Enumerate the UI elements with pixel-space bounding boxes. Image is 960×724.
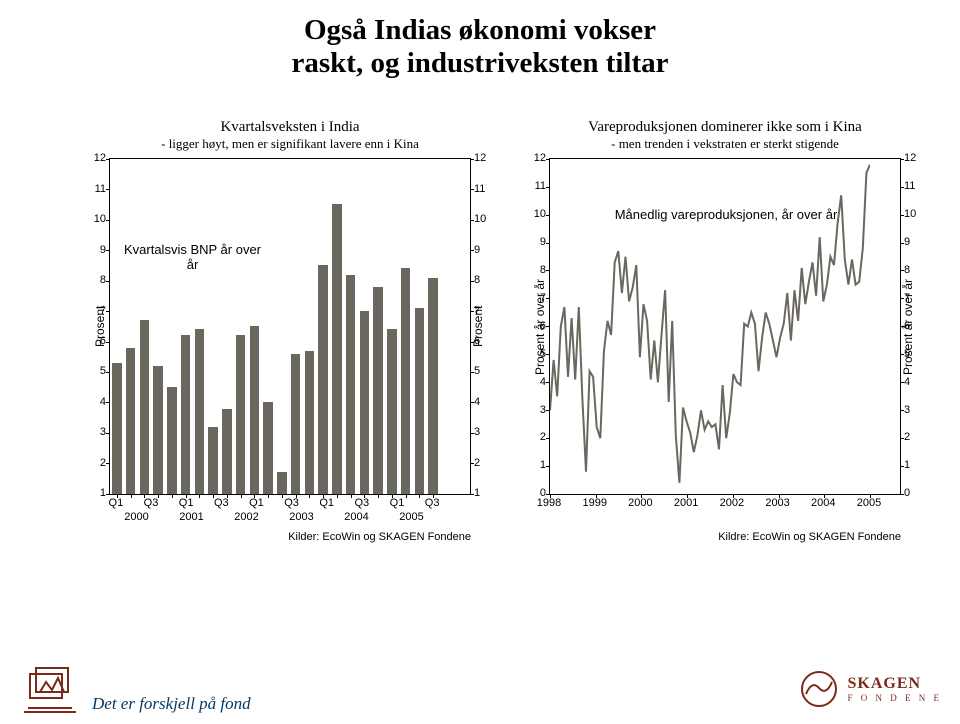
bar xyxy=(332,204,341,493)
ytick-mark xyxy=(106,402,110,403)
chart-right-title-main: Vareproduksjonen dominerer ikke som i Ki… xyxy=(588,119,862,135)
ytick-mark xyxy=(106,159,110,160)
line-series xyxy=(550,159,870,494)
xtick-year: 2002 xyxy=(720,497,744,509)
xtick-quarter: Q1 xyxy=(319,497,334,509)
logo-mark-icon xyxy=(800,670,838,708)
chart-right-title-sub: - men trenden i vekstraten er sterkt sti… xyxy=(533,136,917,152)
chart-left-title: Kvartalsveksten i India - ligger høyt, m… xyxy=(93,117,487,152)
bar xyxy=(373,287,382,494)
xtick-year: 2002 xyxy=(234,511,258,523)
ytick-mark xyxy=(106,220,110,221)
bar xyxy=(401,268,410,493)
bar xyxy=(250,326,259,494)
chart-left-source: Kilder: EcoWin og SKAGEN Fondene xyxy=(93,531,487,543)
xtick-year: 2001 xyxy=(179,511,203,523)
bar xyxy=(181,335,190,493)
bar xyxy=(387,329,396,493)
ytick-mark xyxy=(106,463,110,464)
title-line2: raskt, og industriveksten tiltar xyxy=(292,47,669,79)
main-title: Også Indias økonomi vokser raskt, og ind… xyxy=(0,14,960,81)
xtick-year: 2004 xyxy=(811,497,835,509)
chart-right-title: Vareproduksjonen dominerer ikke som i Ki… xyxy=(533,117,917,152)
footer-logo: SKAGEN F O N D E N E xyxy=(800,670,943,708)
bar xyxy=(167,387,176,494)
chart-left: Kvartalsveksten i India - ligger høyt, m… xyxy=(93,117,487,543)
xtick-year: 2005 xyxy=(857,497,881,509)
chart-right-source: Kildre: EcoWin og SKAGEN Fondene xyxy=(533,531,917,543)
chart-left-ylabel-right: Prosent xyxy=(471,158,487,495)
logo-text: SKAGEN xyxy=(848,675,943,693)
xtick-quarter: Q3 xyxy=(284,497,299,509)
xtick-year: 2001 xyxy=(674,497,698,509)
xtick-year: 1999 xyxy=(582,497,606,509)
xtick-year: 2003 xyxy=(765,497,789,509)
xtick-quarter: Q1 xyxy=(249,497,264,509)
xtick-year: 2004 xyxy=(344,511,368,523)
chart-left-title-main: Kvartalsveksten i India xyxy=(220,119,359,135)
ytick-mark xyxy=(106,281,110,282)
bar xyxy=(360,311,369,494)
xtick-year: 2003 xyxy=(289,511,313,523)
chart-right-plot: Månedlig vareproduksjonen, år over år 00… xyxy=(549,158,901,495)
bar xyxy=(305,351,314,494)
chart-right: Vareproduksjonen dominerer ikke som i Ki… xyxy=(533,117,917,543)
chart-right-xaxis: 19981999200020012002200320042005 xyxy=(549,495,869,515)
logo-subtext: F O N D E N E xyxy=(848,693,943,703)
chart-left-plot: Kvartalsvis BNP år over år 1122334455667… xyxy=(109,158,471,495)
bar xyxy=(291,354,300,494)
bar xyxy=(277,472,286,493)
bar xyxy=(112,363,121,494)
ytick-mark xyxy=(106,372,110,373)
footer-left: Det er forskjell på fond xyxy=(22,664,251,714)
xtick-quarter: Q3 xyxy=(425,497,440,509)
bar xyxy=(153,366,162,494)
bar xyxy=(318,265,327,493)
logo-art-icon xyxy=(22,664,78,714)
bar xyxy=(263,402,272,493)
chart-left-series-label: Kvartalsvis BNP år over år xyxy=(124,242,262,272)
xtick-year: 2000 xyxy=(124,511,148,523)
ytick-mark xyxy=(106,342,110,343)
xtick-year: 2000 xyxy=(628,497,652,509)
xtick-quarter: Q1 xyxy=(390,497,405,509)
chart-right-ylabel-right: Prosent år over år xyxy=(901,158,917,495)
chart-left-ylabel-left: Prosent xyxy=(93,158,109,495)
bar xyxy=(428,278,437,494)
xtick-quarter: Q1 xyxy=(179,497,194,509)
bar xyxy=(208,427,217,494)
bar xyxy=(222,409,231,494)
chart-left-title-sub: - ligger høyt, men er signifikant lavere… xyxy=(93,136,487,152)
bar xyxy=(126,348,135,494)
xtick-year: 2005 xyxy=(399,511,423,523)
xtick-quarter: Q1 xyxy=(109,497,124,509)
bar xyxy=(195,329,204,493)
footer-tagline: Det er forskjell på fond xyxy=(92,694,251,714)
ytick-mark xyxy=(106,189,110,190)
ytick-mark xyxy=(106,433,110,434)
xtick-year: 1998 xyxy=(537,497,561,509)
bar xyxy=(140,320,149,494)
ytick-mark xyxy=(106,311,110,312)
xtick-quarter: Q3 xyxy=(214,497,229,509)
xtick-quarter: Q3 xyxy=(144,497,159,509)
bar xyxy=(415,308,424,494)
xtick-quarter: Q3 xyxy=(355,497,370,509)
title-line1: Også Indias økonomi vokser xyxy=(304,14,656,46)
bar xyxy=(236,335,245,493)
bar xyxy=(346,275,355,494)
chart-left-xaxis: Q1 Q3 Q1 Q3 Q1 Q3 Q1 Q3 Q1 Q3 2000 2001 2002 2003 2004… xyxy=(109,495,439,529)
footer: Det er forskjell på fond SKAGEN F O N D … xyxy=(0,660,960,724)
ytick-mark xyxy=(106,250,110,251)
